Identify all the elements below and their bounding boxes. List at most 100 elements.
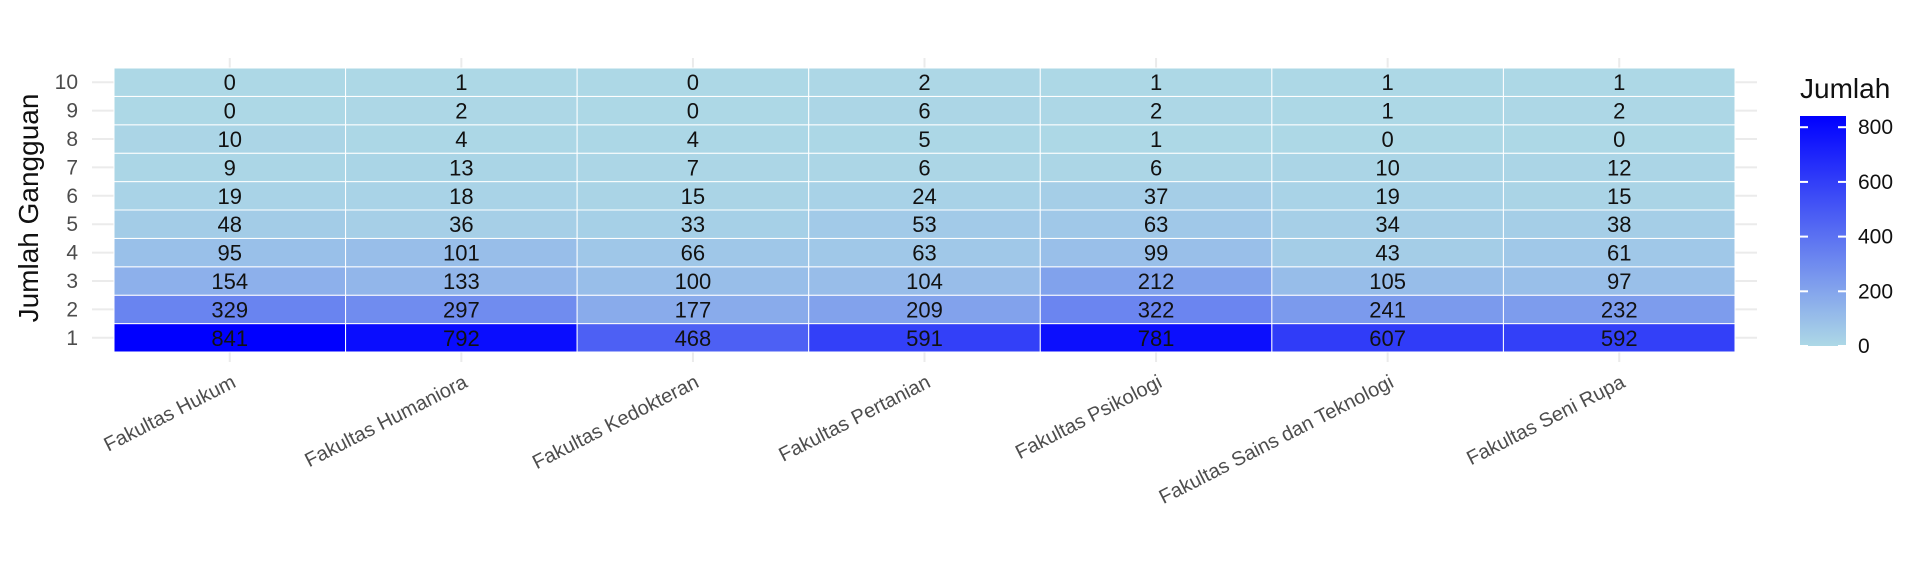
x-tick-label: Fakultas Kedokteran	[529, 371, 702, 474]
cell-value-label: 1	[1382, 99, 1394, 124]
heatmap-cell	[1271, 124, 1504, 154]
y-axis: 1 2 3 4 5 6 7 8 9 10	[55, 71, 79, 350]
cell-value-label: 468	[675, 326, 712, 351]
heatmap-cell	[113, 237, 347, 268]
cell-value-label: 100	[675, 269, 712, 294]
heatmap-cell	[1502, 95, 1736, 126]
cell-value-label: 781	[1138, 326, 1175, 351]
cell-value-label: 0	[224, 70, 236, 95]
color-legend: Jumlah 0 200 400 600 800	[1800, 73, 1893, 358]
cell-value-label: 297	[443, 297, 480, 322]
heatmap-cell	[1502, 294, 1736, 325]
cell-value-label: 24	[912, 184, 936, 209]
heatmap-cell	[1502, 209, 1736, 239]
cell-value-label: 7	[687, 155, 699, 180]
cell-value-label: 95	[218, 241, 242, 266]
cell-value-label: 9	[224, 155, 236, 180]
heatmap-cell	[576, 181, 810, 211]
cell-value-label: 6	[918, 155, 930, 180]
cell-value-label: 2	[1150, 99, 1162, 124]
y-tick-label: 9	[66, 100, 78, 123]
cell-value-label: 0	[687, 99, 699, 124]
cell-value-label: 1	[1150, 70, 1162, 95]
heatmap-cell	[576, 124, 810, 154]
x-tick-label: Fakultas Hukum	[101, 371, 240, 456]
cell-value-label: 97	[1607, 269, 1631, 294]
y-tick-label: 3	[66, 270, 78, 293]
cell-value-label: 63	[912, 241, 936, 266]
legend-tick-label: 0	[1858, 335, 1870, 358]
x-tick-label: Fakultas Humaniora	[301, 371, 471, 472]
cell-value-label: 34	[1375, 212, 1399, 237]
legend-tick-label: 400	[1858, 226, 1893, 249]
cell-value-label: 177	[675, 297, 712, 322]
heatmap-cell	[345, 294, 578, 325]
cell-value-label: 2	[918, 70, 930, 95]
heatmap-cell	[113, 95, 347, 126]
cell-value-label: 329	[211, 297, 248, 322]
cell-value-label: 6	[918, 99, 930, 124]
y-tick-label: 8	[66, 128, 78, 151]
cell-value-label: 19	[1375, 184, 1399, 209]
legend-ticks: 0 200 400 600 800	[1800, 116, 1893, 358]
x-tick-label: Fakultas Pertanian	[775, 371, 934, 466]
heatmap-cell	[113, 266, 347, 296]
x-tick-label: Fakultas Seni Rupa	[1463, 371, 1629, 470]
heatmap-cell	[1502, 67, 1736, 97]
y-axis-title: Jumlah Gangguan	[13, 94, 44, 323]
heatmap-cell	[576, 323, 810, 353]
cell-value-label: 4	[687, 127, 699, 152]
y-tick-label: 4	[66, 242, 78, 265]
heatmap-cell	[1039, 266, 1273, 296]
cell-value-label: 4	[455, 127, 467, 152]
legend-tick-label: 800	[1858, 116, 1893, 139]
heatmap-cell	[345, 181, 578, 211]
heatmap-cell	[808, 95, 1041, 126]
cell-value-label: 63	[1144, 212, 1168, 237]
legend-tick-label: 600	[1858, 171, 1893, 194]
y-tick-label: 2	[66, 298, 78, 321]
y-tick-label: 5	[66, 213, 78, 236]
heatmap-cell	[345, 152, 578, 183]
cell-value-label: 5	[918, 127, 930, 152]
cell-value-label: 1	[1150, 127, 1162, 152]
cell-value-label: 38	[1607, 212, 1631, 237]
cell-value-label: 1	[455, 70, 467, 95]
heatmap-cell	[345, 67, 578, 97]
cell-value-label: 15	[681, 184, 705, 209]
cell-value-label: 48	[218, 212, 242, 237]
cell-value-label: 10	[1375, 155, 1399, 180]
cell-value-label: 0	[687, 70, 699, 95]
cell-value-label: 592	[1601, 326, 1638, 351]
cell-value-label: 53	[912, 212, 936, 237]
cell-value-label: 18	[449, 184, 473, 209]
y-tick-label: 7	[66, 156, 78, 179]
cell-value-label: 232	[1601, 297, 1638, 322]
heatmap-cell	[1271, 209, 1504, 239]
cell-value-label: 212	[1138, 269, 1175, 294]
heatmap-cell	[113, 181, 347, 211]
heatmap-cell	[113, 323, 347, 353]
cell-value-label: 241	[1369, 297, 1406, 322]
legend-title: Jumlah	[1800, 73, 1890, 104]
cell-value-label: 36	[449, 212, 473, 237]
heatmap-cell	[1039, 67, 1273, 97]
heatmap-cell	[1502, 181, 1736, 211]
legend-tick-label: 200	[1858, 280, 1893, 303]
cell-value-label: 105	[1369, 269, 1406, 294]
cell-value-label: 841	[211, 326, 248, 351]
cell-value-label: 37	[1144, 184, 1168, 209]
heatmap-cell	[808, 266, 1041, 296]
cell-value-label: 2	[1613, 99, 1625, 124]
x-tick-label: Fakultas Sains dan Teknologi	[1156, 371, 1397, 509]
cell-value-label: 322	[1138, 297, 1175, 322]
heatmap-cell	[113, 124, 347, 154]
cell-value-label: 2	[455, 99, 467, 124]
heatmap-cell	[345, 95, 578, 126]
heatmap-cell	[576, 209, 810, 239]
heatmap-cell	[576, 294, 810, 325]
heatmap-cell	[576, 266, 810, 296]
